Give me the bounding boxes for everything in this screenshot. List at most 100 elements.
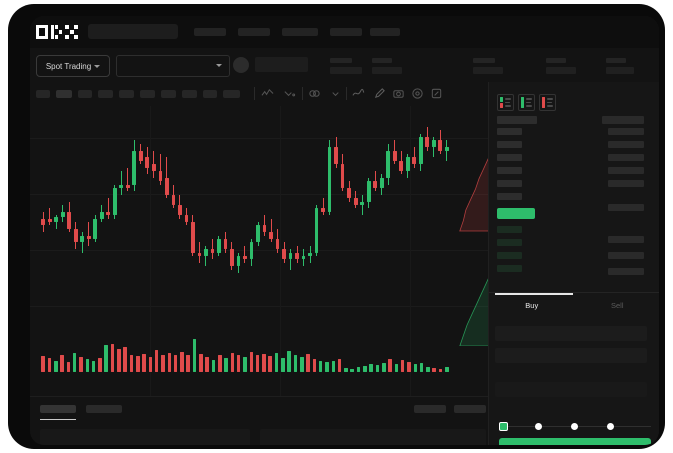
bottom-action-1[interactable] [414,405,446,413]
compare-icon[interactable] [308,87,321,100]
candle [379,120,384,290]
candle [132,120,137,290]
candle-body [73,228,78,243]
orderbook-view-both[interactable] [497,94,514,111]
candle-body [262,225,267,233]
orderbook-view-bids[interactable] [518,94,535,111]
interval-chip-9[interactable] [203,90,217,98]
candle-body [119,184,124,188]
slider-handle[interactable] [499,421,508,431]
candle [282,120,286,290]
pencil-icon[interactable] [373,87,386,100]
chart-gridline-v [150,106,151,396]
indicators-icon[interactable] [261,87,274,100]
candle [191,120,195,290]
orderbook-bid-row[interactable] [497,265,522,272]
okx-logo[interactable] [36,25,78,39]
candle [178,120,182,290]
volume-bar [293,354,298,372]
candle [438,120,443,290]
orderbook-bid-row[interactable] [497,252,522,259]
nav-item-1[interactable] [194,28,226,36]
bottom-tab-order-history[interactable] [86,405,122,413]
chart-type-icon[interactable] [283,87,296,100]
order-field-total[interactable] [495,382,647,397]
orderbook-value [608,167,644,174]
chart-gridline [30,194,488,195]
interval-chip-7[interactable] [161,90,176,98]
interval-chip-10[interactable] [223,90,240,98]
orderbook-ask-row[interactable] [497,193,522,200]
candle [386,120,391,290]
bottom-action-2[interactable] [454,405,486,413]
slider-stop[interactable] [535,422,542,430]
candle-body [327,147,332,212]
nav-item-4[interactable] [330,28,362,36]
candlestick-series [40,120,450,290]
order-field-price[interactable] [495,326,647,341]
nav-item-5[interactable] [370,28,400,36]
chart-gridline [30,306,488,307]
candle [106,120,111,290]
volume-bar [281,357,285,372]
market-subbar: Spot Trading [30,48,659,83]
market-type-dropdown[interactable]: Spot Trading [36,55,110,77]
candle-body [444,147,449,151]
candle-body [184,215,189,222]
fullscreen-icon[interactable] [430,87,443,100]
candle [125,120,130,290]
volume-bar [154,349,159,372]
tab-sell[interactable]: Sell [610,301,624,310]
order-field-amount[interactable] [495,348,647,363]
interval-chip-1[interactable] [36,90,50,98]
amount-percent-slider[interactable] [499,421,651,431]
settings-icon[interactable] [411,87,424,100]
header-search-box[interactable] [88,24,178,39]
candle-wick [198,242,200,263]
candle [165,120,169,290]
volume-bar [98,358,102,372]
orderbook-ask-row[interactable] [497,154,522,161]
candle [314,120,319,290]
interval-chip-2[interactable] [56,90,72,98]
bottom-tab-open-orders[interactable] [40,405,76,413]
market-type-label: Spot Trading [45,61,92,71]
candle-wick [290,249,292,270]
line-tool-icon[interactable] [352,87,365,100]
candle [418,120,423,290]
candle-body [366,181,371,202]
volume-bar [180,352,184,372]
tab-buy[interactable]: Buy [525,301,539,310]
place-order-button[interactable] [499,438,651,445]
volume-bar [419,362,424,372]
orderbook-ask-row[interactable] [497,180,522,187]
volume-bar [79,356,83,372]
orderbook-bid-row[interactable] [497,226,522,233]
orderbook-bid-row[interactable] [497,239,522,246]
nav-item-3[interactable] [282,28,318,36]
slider-stop[interactable] [607,422,614,430]
camera-icon[interactable] [392,87,405,100]
candle-body [379,177,384,188]
interval-chip-3[interactable] [78,90,92,98]
volume-bar [407,362,411,372]
interval-chip-5[interactable] [119,90,134,98]
interval-chip-4[interactable] [98,90,113,98]
price-chart[interactable] [30,106,488,396]
chevron-down-icon[interactable] [329,87,342,100]
interval-chip-8[interactable] [182,90,197,98]
nav-item-2[interactable] [238,28,270,36]
volume-bar [47,357,52,372]
slider-stop[interactable] [571,422,578,430]
orderbook-ask-row[interactable] [497,167,522,174]
candle [431,120,436,290]
interval-chip-6[interactable] [140,90,155,98]
volume-bar [300,356,304,372]
orderbook-view-asks[interactable] [539,94,556,111]
device-screen: Spot Trading [30,16,659,445]
trading-pair-select[interactable] [116,55,230,77]
candle [327,120,332,290]
orderbook-ask-row[interactable] [497,141,522,148]
orderbook-ask-row[interactable] [497,128,522,135]
candle-wick [413,147,415,168]
